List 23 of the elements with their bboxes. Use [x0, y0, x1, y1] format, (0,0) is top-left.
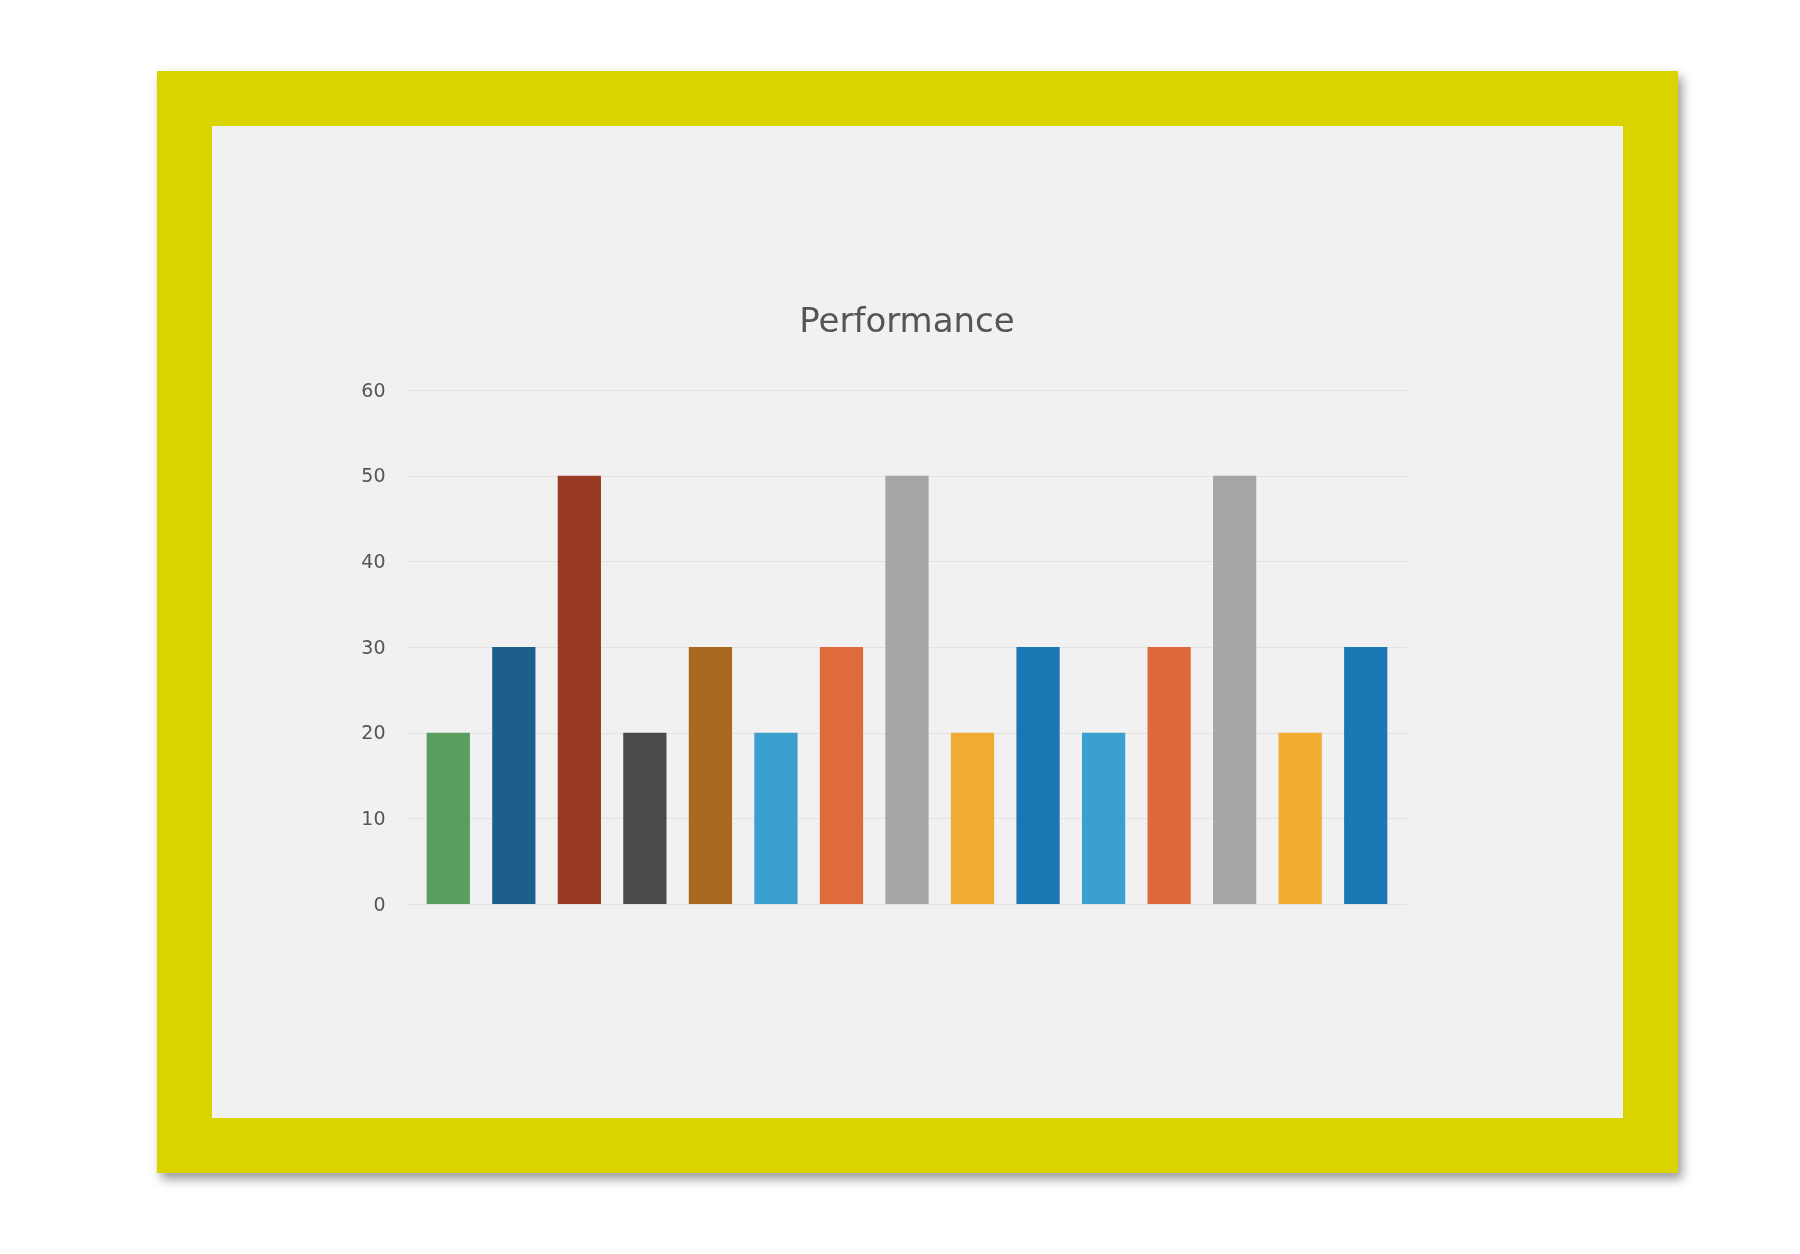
bar	[1147, 647, 1191, 904]
y-tick-label: 20	[361, 721, 386, 744]
y-tick-label: 40	[361, 549, 386, 572]
bar	[623, 732, 667, 904]
bar	[492, 647, 536, 904]
bar	[557, 475, 601, 904]
bar	[426, 732, 470, 904]
y-tick-label: 30	[361, 635, 386, 658]
bar	[819, 647, 864, 904]
y-tick-label: 0	[373, 892, 386, 915]
bar	[754, 732, 798, 904]
bar	[885, 475, 929, 904]
bar	[1278, 732, 1322, 904]
y-tick-label: 10	[361, 806, 386, 829]
y-tick-label: 60	[361, 378, 386, 401]
bar	[1081, 732, 1126, 904]
bar	[1344, 647, 1388, 904]
bar	[1016, 647, 1060, 904]
bar	[688, 647, 733, 904]
bar	[950, 732, 995, 904]
bar	[1213, 475, 1257, 904]
y-tick-label: 50	[361, 464, 386, 487]
chart-title: Performance	[799, 300, 1015, 340]
